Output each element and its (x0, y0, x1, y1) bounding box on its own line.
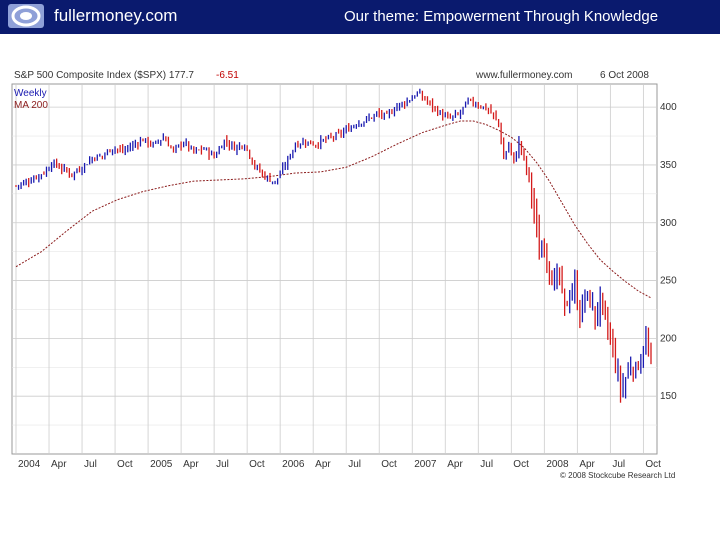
plot-area (11, 83, 658, 455)
x-tick-label: Jul (348, 459, 361, 470)
legend-weekly: Weekly (14, 88, 47, 99)
x-tick-label: 2004 (18, 459, 41, 470)
x-tick-label: 2007 (414, 459, 437, 470)
chart-title: S&P 500 Composite Index ($SPX) 177.7 (14, 70, 194, 81)
gridlines (12, 84, 657, 454)
y-tick-label: 150 (660, 391, 677, 402)
x-tick-label: Jul (612, 459, 625, 470)
x-tick-label: 2008 (546, 459, 569, 470)
x-tick-label: Apr (51, 459, 67, 470)
legend-ma200: MA 200 (14, 100, 48, 111)
x-tick-label: Jul (84, 459, 97, 470)
copyright: © 2008 Stockcube Research Ltd (560, 471, 675, 480)
y-tick-labels: 150 200 250 300 350 400 (660, 102, 677, 402)
x-tick-label: Apr (579, 459, 595, 470)
top-bar: fullermoney.com Our theme: Empowerment T… (0, 0, 720, 34)
y-tick-label: 400 (660, 102, 677, 113)
y-tick-label: 200 (660, 333, 677, 344)
x-tick-label: Oct (249, 459, 265, 470)
x-tick-label: Apr (183, 459, 199, 470)
chart-canvas: 150 200 250 300 350 400 2004 Apr Jul Oct 2005 Apr J… (11, 70, 677, 480)
y-tick-label: 250 (660, 276, 677, 287)
swirl-logo-icon (8, 4, 44, 28)
chart-date: 6 Oct 2008 (600, 70, 649, 81)
chart-site: www.fullermoney.com (475, 70, 573, 81)
y-tick-label: 350 (660, 160, 677, 171)
x-tick-label: Apr (447, 459, 463, 470)
y-tick-label: 300 (660, 218, 677, 229)
brand-name[interactable]: fullermoney.com (54, 6, 178, 25)
x-tick-label: 2006 (282, 459, 305, 470)
x-tick-label: Oct (513, 459, 529, 470)
x-tick-label: Oct (117, 459, 133, 470)
x-tick-label: Apr (315, 459, 331, 470)
ma200-line (15, 120, 652, 299)
x-tick-label: Jul (216, 459, 229, 470)
x-tick-label: Oct (381, 459, 397, 470)
x-tick-label: 2005 (150, 459, 173, 470)
theme-tagline: Our theme: Empowerment Through Knowledge (344, 8, 659, 25)
chart-change: -6.51 (216, 70, 239, 81)
x-tick-label: Jul (480, 459, 493, 470)
candle-series (15, 88, 652, 403)
ma200-polyline (15, 120, 652, 299)
x-tick-label: Oct (645, 459, 661, 470)
x-tick-labels: 2004 Apr Jul Oct 2005 Apr Jul Oct 2006 Apr Jul Oct 2… (18, 459, 661, 470)
